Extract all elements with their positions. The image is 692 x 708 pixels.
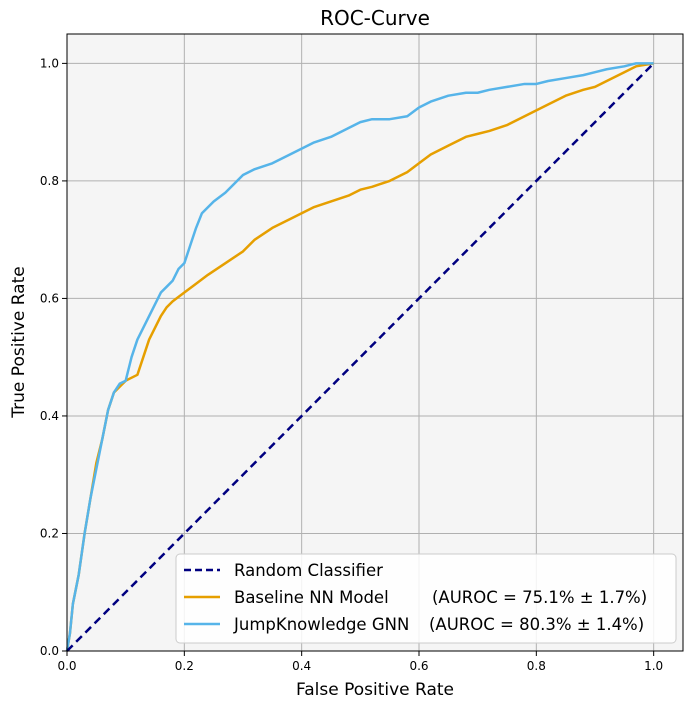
x-tick-label: 0.2 bbox=[175, 659, 194, 673]
x-axis-ticks: 0.0 0.2 0.4 0.6 0.8 1.0 bbox=[57, 651, 663, 673]
y-tick-label: 0.8 bbox=[40, 174, 59, 188]
legend-label-random: Random Classifier bbox=[234, 561, 383, 580]
x-tick-label: 0.6 bbox=[409, 659, 428, 673]
legend-box bbox=[175, 553, 677, 644]
x-axis-label: False Positive Rate bbox=[296, 680, 454, 700]
y-tick-label: 0.2 bbox=[40, 526, 59, 540]
x-tick-label: 0.0 bbox=[57, 659, 76, 673]
chart-title: ROC-Curve bbox=[320, 6, 430, 30]
series-line-gnn bbox=[65, 62, 654, 652]
y-tick-label: 0.4 bbox=[40, 409, 59, 423]
series-lines bbox=[65, 62, 655, 652]
x-tick-label: 0.8 bbox=[527, 659, 546, 673]
legend-auroc-baseline: (AUROC = 75.1% ± 1.7%) bbox=[432, 588, 647, 607]
plot-frame bbox=[66, 33, 684, 652]
grid-lines bbox=[66, 34, 683, 652]
y-tick-label: 0.0 bbox=[40, 644, 59, 658]
y-axis-ticks: 0.0 0.2 0.4 0.6 0.8 1.0 bbox=[40, 56, 67, 658]
legend: Random Classifier Baseline NN Model (AUR… bbox=[175, 553, 677, 644]
y-axis-label: True Positive Rate bbox=[9, 266, 29, 418]
y-tick-label: 0.6 bbox=[40, 291, 59, 305]
series-line-random bbox=[66, 62, 655, 652]
legend-label-baseline: Baseline NN Model bbox=[234, 588, 389, 607]
x-tick-label: 1.0 bbox=[644, 659, 663, 673]
y-tick-label: 1.0 bbox=[40, 56, 59, 70]
x-tick-label: 0.4 bbox=[292, 659, 311, 673]
legend-auroc-gnn: (AUROC = 80.3% ± 1.4%) bbox=[429, 615, 644, 634]
legend-label-gnn: JumpKnowledge GNN bbox=[233, 615, 409, 634]
